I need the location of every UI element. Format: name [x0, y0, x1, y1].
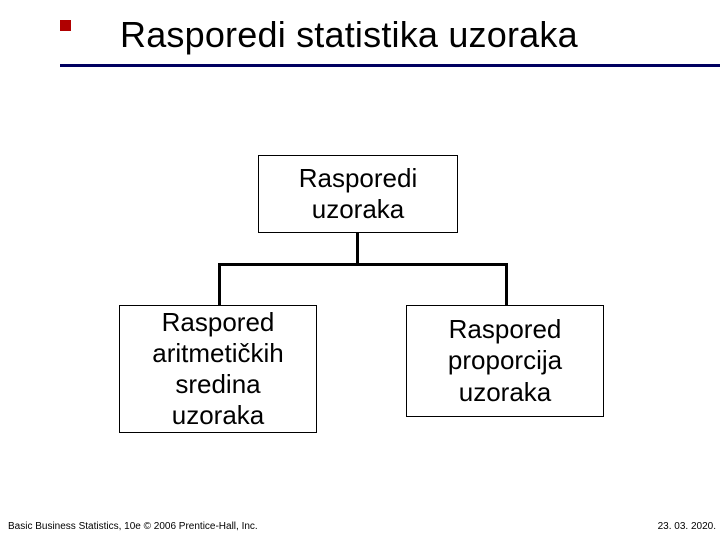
- slide: Rasporedi statistika uzoraka Rasporedi u…: [0, 0, 720, 540]
- node-left-line2: aritmetičkih: [152, 338, 283, 369]
- node-left-line1: Raspored: [152, 307, 283, 338]
- node-left-line4: uzoraka: [152, 400, 283, 431]
- node-right-line2: proporcija: [448, 345, 562, 376]
- connector-left-drop: [218, 263, 221, 305]
- connector-right-drop: [505, 263, 508, 305]
- slide-title: Rasporedi statistika uzoraka: [120, 14, 578, 56]
- node-root: Rasporedi uzoraka: [258, 155, 458, 233]
- title-underline: [60, 64, 720, 67]
- square-bullet-icon: [60, 20, 71, 31]
- node-left-line3: sredina: [152, 369, 283, 400]
- connector-root-down: [356, 233, 359, 263]
- node-right: Raspored proporcija uzoraka: [406, 305, 604, 417]
- footer-date: 23. 03. 2020.: [658, 521, 716, 532]
- connector-hbar: [218, 263, 508, 266]
- node-right-line1: Raspored: [448, 314, 562, 345]
- footer-copyright: Basic Business Statistics, 10e © 2006 Pr…: [8, 521, 258, 532]
- node-left: Raspored aritmetičkih sredina uzoraka: [119, 305, 317, 433]
- node-root-line1: Rasporedi: [299, 163, 418, 194]
- node-root-line2: uzoraka: [299, 194, 418, 225]
- node-right-line3: uzoraka: [448, 377, 562, 408]
